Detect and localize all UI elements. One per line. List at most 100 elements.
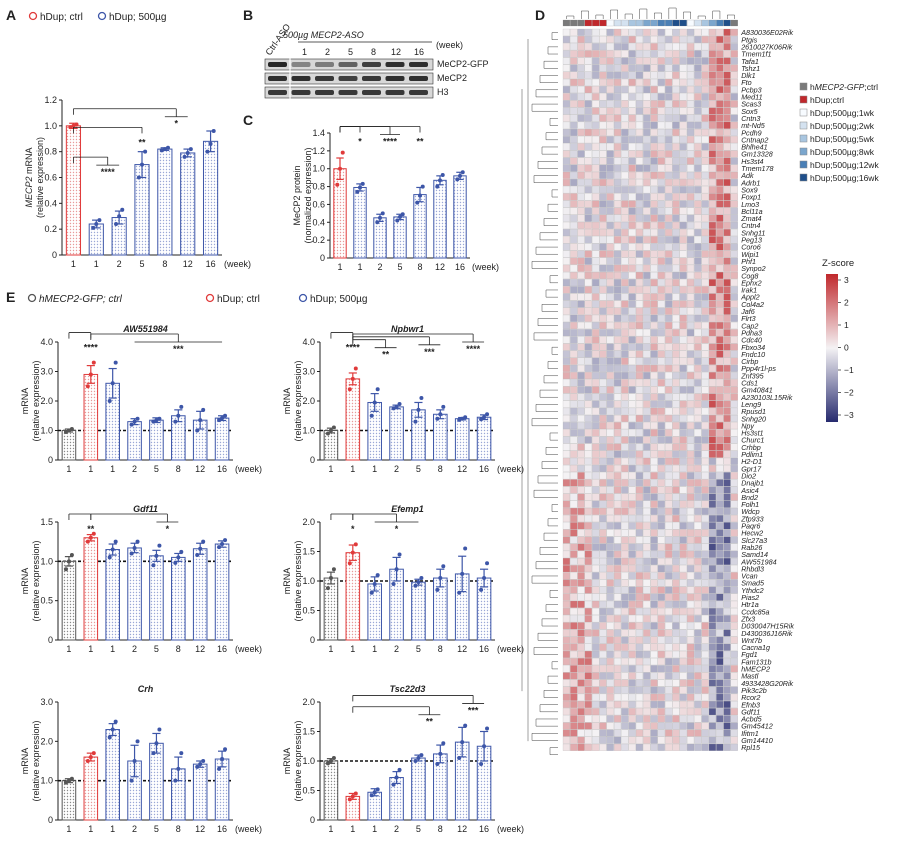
heatmap-cell [562, 386, 571, 394]
heatmap-cell [672, 536, 680, 544]
data-point [350, 550, 355, 555]
heatmap-cell [694, 93, 702, 101]
heatmap-cell [599, 429, 607, 437]
heatmap-cell [562, 743, 571, 751]
y-tick-label: 3.0 [40, 367, 53, 377]
heatmap-cell [730, 350, 738, 358]
heatmap-cell [730, 743, 738, 751]
data-point [173, 560, 178, 565]
heatmap-cell [562, 250, 571, 258]
heatmap-cell [665, 136, 673, 144]
heatmap-cell [672, 436, 680, 444]
heatmap-cell [621, 207, 629, 215]
heatmap-cell [701, 372, 709, 380]
heatmap-cell [606, 236, 614, 244]
blot-band [315, 62, 334, 67]
sig-label: ** [138, 137, 146, 147]
heatmap-cell [592, 143, 600, 151]
legend-e-aso-marker [298, 293, 308, 303]
heatmap-cell [592, 736, 600, 744]
heatmap-cell [701, 722, 709, 730]
y-tick-label: 0.6 [312, 199, 325, 209]
heatmap-cell [613, 150, 622, 158]
data-point [217, 545, 222, 550]
heatmap-cell [584, 279, 592, 287]
heatmap-cell [701, 229, 709, 237]
chart-title: Crh [138, 684, 154, 694]
heatmap-cell [577, 143, 585, 151]
heatmap-cell [672, 729, 680, 737]
data-point [375, 787, 380, 792]
heatmap-cell [621, 436, 629, 444]
legend-e-gfp-marker [27, 293, 37, 303]
heatmap-cell [606, 500, 614, 508]
heatmap-cell [570, 443, 578, 451]
bar-1 [345, 552, 361, 641]
heatmap-cell [562, 572, 571, 580]
heatmap-cell [723, 443, 731, 451]
heatmap-cell [613, 264, 622, 272]
x-tick-label: 8 [438, 644, 443, 654]
heatmap-cell [599, 179, 607, 186]
heatmap-cell [679, 658, 687, 666]
heatmap-cell [635, 415, 644, 422]
heatmap-cell [716, 57, 724, 65]
legend-a-aso-marker [97, 11, 107, 21]
heatmap-cell [577, 121, 585, 129]
heatmap-cell [694, 636, 702, 644]
heatmap-cell [701, 93, 709, 101]
heatmap-cell [665, 615, 673, 623]
heatmap-cell [694, 57, 702, 65]
heatmap-cell [562, 372, 571, 380]
heatmap-cell [562, 722, 571, 730]
heatmap-cell [686, 479, 695, 487]
heatmap-cell [643, 507, 651, 515]
heatmap-cell [665, 493, 673, 501]
heatmap-cell [657, 550, 665, 558]
heatmap-cell [592, 650, 600, 658]
blot-band [315, 76, 334, 81]
row-dendrogram-branch [535, 246, 558, 255]
heatmap-cell [570, 93, 578, 101]
heatmap-cell [716, 715, 724, 723]
heatmap-cell [635, 500, 644, 508]
x-tick-label: 1 [88, 644, 93, 654]
heatmap-cell [606, 372, 614, 380]
heatmap-cell [570, 736, 578, 744]
data-point [110, 547, 115, 552]
heatmap-cell [686, 200, 695, 208]
x-tick-label: 1 [372, 644, 377, 654]
heatmap-cell [577, 658, 585, 666]
heatmap-cell [606, 643, 614, 651]
heatmap-cell [628, 272, 636, 279]
heatmap-cell [599, 493, 607, 501]
heatmap-cell [708, 71, 717, 79]
heatmap-cell [643, 114, 651, 122]
heatmap-cell [592, 157, 600, 165]
heatmap-cell [723, 243, 731, 251]
heatmap-cell [686, 686, 695, 694]
heatmap-cell [613, 457, 622, 465]
heatmap-cell [665, 572, 673, 580]
y-tick-label: 0 [48, 635, 53, 645]
heatmap-cell [599, 236, 607, 244]
heatmap-cell [657, 679, 665, 687]
heatmap-cell [686, 229, 695, 237]
heatmap-cell [621, 407, 629, 415]
heatmap-cell [570, 57, 578, 65]
heatmap-cell [708, 357, 717, 365]
heatmap-cell [577, 157, 585, 165]
heatmap-cell [635, 450, 644, 458]
heatmap-cell [621, 336, 629, 344]
blot-lane-5: 5 [348, 47, 353, 57]
heatmap-cell [701, 171, 709, 179]
heatmap-cell [635, 36, 644, 44]
row-dendrogram-branch [541, 618, 558, 627]
heatmap-cell [577, 236, 585, 244]
heatmap-cell [730, 221, 738, 229]
heatmap-cell [672, 415, 680, 422]
heatmap-cell [577, 586, 585, 594]
heatmap-cell [635, 572, 644, 580]
heatmap-cell [716, 608, 724, 616]
gene-label: Snhg11 [741, 228, 765, 237]
